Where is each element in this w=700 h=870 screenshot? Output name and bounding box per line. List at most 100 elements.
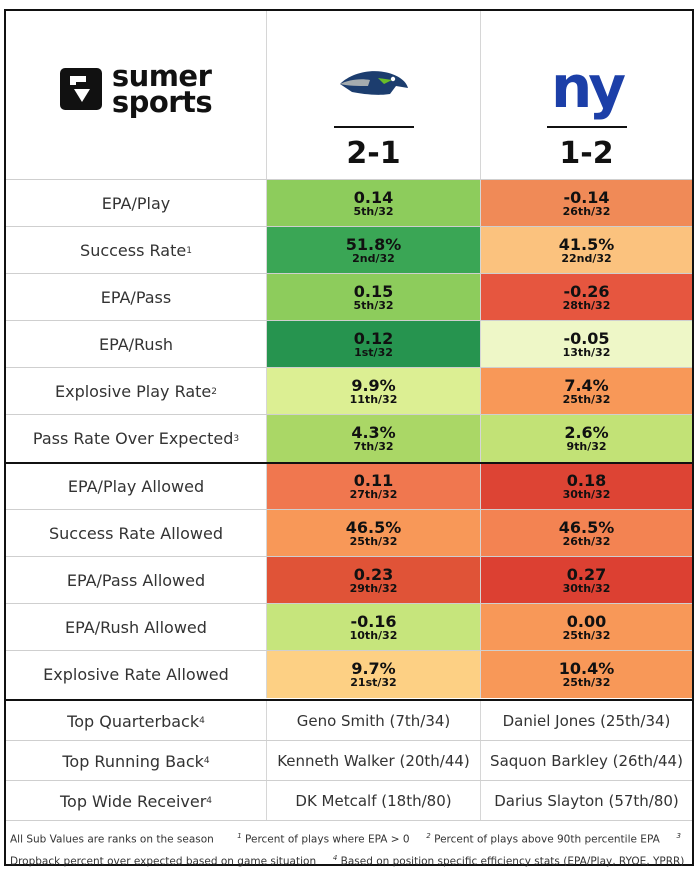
stat-row: EPA/Play Allowed 0.11 27th/32 0.18 30th/32: [6, 463, 692, 510]
stat-footnote-marker: 3: [233, 433, 240, 444]
player-role: Top Running Back 4: [6, 741, 267, 781]
team2-stat-cell: 0.18 30th/32: [481, 463, 692, 510]
team2-stat-rank: 30th/32: [562, 488, 611, 501]
stat-label-text: EPA/Pass: [100, 288, 172, 307]
footnote-2-marker: 2: [426, 832, 431, 840]
stat-label-text: Pass Rate Over Expected: [32, 429, 234, 448]
team1-stat-cell: 0.15 5th/32: [267, 274, 481, 321]
footnote-4-marker: 4: [332, 853, 338, 862]
team2-stat-rank: 13th/32: [562, 346, 611, 359]
team1-player: DK Metcalf (18th/80): [267, 781, 481, 821]
team2-stat-rank: 26th/32: [562, 205, 611, 218]
team1-stat-cell: 0.14 5th/32: [267, 180, 481, 227]
row-separator: [6, 820, 692, 821]
team2-stat-cell: 0.00 25th/32: [481, 604, 692, 651]
stat-row: EPA/Pass 0.15 5th/32 -0.26 28th/32: [6, 274, 692, 321]
team1-stat-rank: 21st/32: [350, 676, 397, 689]
stat-label: EPA/Pass Allowed: [6, 557, 267, 604]
team2-player: Daniel Jones (25th/34): [481, 701, 692, 741]
team2-stat-value: -0.14: [563, 188, 610, 207]
team2-divider: [546, 126, 627, 128]
stat-label-text: EPA/Rush: [98, 335, 174, 354]
stat-label: EPA/Rush Allowed: [6, 604, 267, 651]
team1-stat-cell: 51.8% 2nd/32: [267, 227, 481, 274]
team2-stat-cell: 2.6% 9th/32: [481, 415, 692, 462]
team2-stat-cell: -0.26 28th/32: [481, 274, 692, 321]
team2-stat-cell: 0.27 30th/32: [481, 557, 692, 604]
stat-label-text: Success Rate Allowed: [49, 524, 223, 543]
team1-stat-value: 4.3%: [351, 423, 396, 442]
team1-player-text: Geno Smith (7th/34): [296, 712, 451, 730]
team2-stat-value: -0.26: [563, 282, 610, 301]
team1-divider: [333, 126, 414, 128]
row-separator: [6, 414, 692, 415]
team2-stat-rank: 25th/32: [562, 629, 611, 642]
team1-stat-rank: 1st/32: [354, 346, 393, 359]
row-separator: [6, 273, 692, 274]
stat-label: EPA/Pass: [6, 274, 267, 321]
team2-header: ny 1-2: [481, 11, 692, 179]
team2-stat-cell: 41.5% 22nd/32: [481, 227, 692, 274]
team1-stat-rank: 5th/32: [353, 299, 394, 312]
offense-defense-divider: [6, 462, 692, 464]
team2-stat-rank: 22nd/32: [561, 252, 612, 265]
team1-stat-rank: 5th/32: [353, 205, 394, 218]
player-role-text: Top Quarterback: [67, 711, 200, 731]
stat-label-text: Success Rate: [80, 241, 187, 260]
team1-stat-value: 0.14: [353, 188, 394, 207]
player-row: Top Running Back 4 Kenneth Walker (20th/44…: [6, 741, 692, 781]
stat-label-text: Explosive Rate Allowed: [43, 665, 229, 684]
brand-line1: sumer: [111, 59, 212, 93]
team2-stat-cell: -0.05 13th/32: [481, 321, 692, 368]
seahawks-logo-icon: [339, 71, 408, 95]
brand-cell: sumer sports: [6, 11, 267, 179]
stat-label: Explosive Play Rate 2: [6, 368, 267, 415]
team1-stat-rank: 10th/32: [349, 629, 398, 642]
giants-logo-icon: ny: [550, 53, 626, 121]
team1-player: Kenneth Walker (20th/44): [267, 741, 481, 781]
stat-row: EPA/Rush Allowed -0.16 10th/32 0.00 25th/32: [6, 604, 692, 651]
team1-stat-cell: 0.12 1st/32: [267, 321, 481, 368]
team2-player: Saquon Barkley (26th/44): [481, 741, 692, 781]
stat-label: EPA/Play Allowed: [6, 463, 267, 510]
player-role: Top Quarterback 4: [6, 701, 267, 741]
team1-stat-value: 51.8%: [345, 235, 402, 254]
stat-footnote-marker: 2: [211, 386, 218, 397]
team1-stat-rank: 11th/32: [349, 393, 398, 406]
header-separator: [6, 179, 692, 180]
team2-stat-value: 0.18: [566, 471, 607, 490]
team1-player: Geno Smith (7th/34): [267, 701, 481, 741]
sumer-mark-icon: [59, 68, 102, 110]
team1-stat-value: 0.23: [353, 565, 394, 584]
stat-footnote-marker: 1: [186, 245, 192, 256]
team2-stat-cell: 10.4% 25th/32: [481, 651, 692, 698]
team2-stat-value: 46.5%: [558, 518, 615, 537]
player-role-text: Top Running Back: [62, 751, 204, 771]
footnote-3-marker: 3: [676, 832, 681, 840]
team2-stat-cell: 46.5% 26th/32: [481, 510, 692, 557]
team1-stat-cell: -0.16 10th/32: [267, 604, 481, 651]
stat-label-text: Explosive Play Rate: [54, 382, 212, 401]
team1-record: 2-1: [346, 136, 401, 171]
stat-label: Success Rate Allowed: [6, 510, 267, 557]
footnote-4: Based on position specific efficiency st…: [340, 855, 685, 867]
team1-stat-rank: 29th/32: [349, 582, 398, 595]
stat-label: EPA/Play: [6, 180, 267, 227]
team1-stat-cell: 9.7% 21st/32: [267, 651, 481, 698]
team1-stat-value: 0.15: [353, 282, 394, 301]
stat-row: Pass Rate Over Expected 3 4.3% 7th/32 2.6% 9t…: [6, 415, 692, 462]
team2-stat-rank: 25th/32: [562, 676, 611, 689]
team1-stat-cell: 9.9% 11th/32: [267, 368, 481, 415]
team2-stat-value: 0.27: [566, 565, 607, 584]
row-separator: [6, 603, 692, 604]
player-row: Top Wide Receiver 4 DK Metcalf (18th/80) Da…: [6, 781, 692, 821]
stat-row: Success Rate 1 51.8% 2nd/32 41.5% 22nd/32: [6, 227, 692, 274]
team2-stat-rank: 26th/32: [562, 535, 611, 548]
player-role: Top Wide Receiver 4: [6, 781, 267, 821]
team1-stat-cell: 46.5% 25th/32: [267, 510, 481, 557]
team2-stat-value: 41.5%: [558, 235, 615, 254]
team1-player-text: DK Metcalf (18th/80): [295, 792, 452, 810]
team2-stat-rank: 9th/32: [566, 440, 607, 453]
stat-label-text: EPA/Rush Allowed: [65, 618, 207, 637]
team1-stat-rank: 7th/32: [353, 440, 394, 453]
